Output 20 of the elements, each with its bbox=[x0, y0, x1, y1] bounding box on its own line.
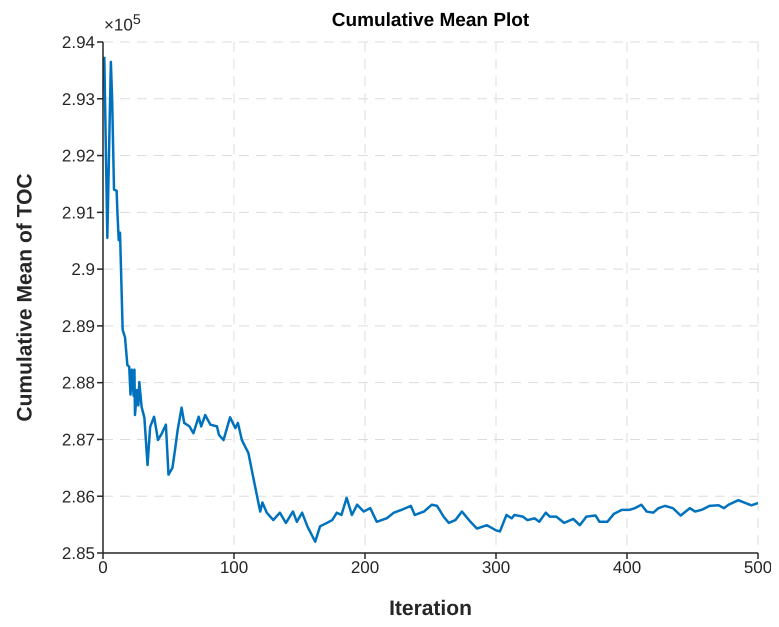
y-tick-label: 2.93 bbox=[62, 90, 95, 109]
line-series bbox=[103, 56, 758, 543]
x-axis-title: Iteration bbox=[389, 597, 472, 620]
text: ×10$^{5}$ bbox=[104, 12, 141, 36]
y-tick-label: 2.92 bbox=[62, 146, 95, 166]
y-tick-label: 2.88 bbox=[62, 374, 95, 393]
y-tick-label: 2.94 bbox=[62, 33, 95, 52]
y-axis-title: Cumulative Mean of TOC bbox=[13, 173, 36, 422]
y-tick-label: 2.85 bbox=[62, 544, 95, 564]
x-tick-label: 0 bbox=[98, 558, 108, 578]
y-tick-label: 2.89 bbox=[62, 316, 95, 336]
y-tick-label: 2.86 bbox=[62, 487, 95, 506]
y-tick-label: 2.9 bbox=[71, 260, 95, 280]
y-tick-label: 2.87 bbox=[62, 430, 95, 450]
x-tick-label: 200 bbox=[350, 558, 380, 578]
x-tick-label: 300 bbox=[482, 558, 510, 578]
x-tick-label: 100 bbox=[220, 558, 248, 578]
chart-title: Cumulative Mean Plot bbox=[332, 10, 530, 31]
y-tick-label: 2.91 bbox=[62, 203, 95, 222]
x-tick-label: 400 bbox=[612, 558, 642, 578]
